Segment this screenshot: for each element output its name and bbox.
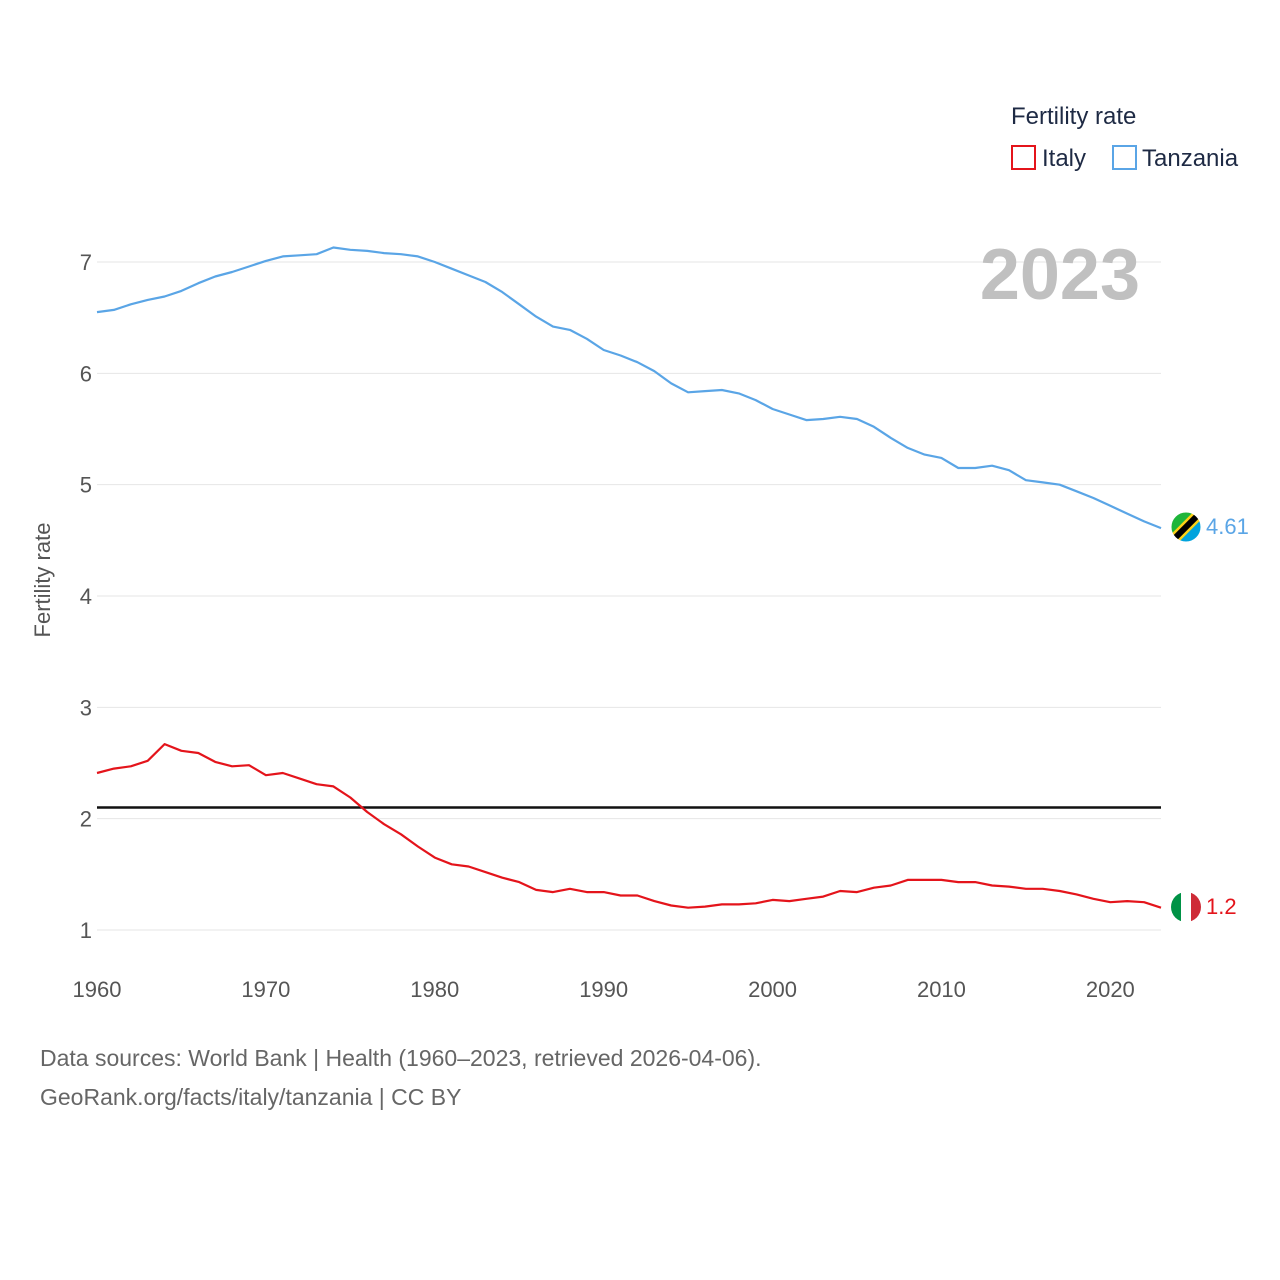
y-tick-label: 5	[80, 473, 92, 498]
y-tick-label: 1	[80, 918, 92, 943]
series-line-italy[interactable]	[96, 742, 1162, 909]
x-tick-label: 2010	[917, 977, 966, 1002]
current-year-label: 2023	[980, 235, 1140, 315]
grid-lines	[97, 261, 1161, 931]
series-line-tanzania[interactable]	[96, 246, 1162, 530]
italy-flag-icon	[1171, 892, 1201, 922]
x-axis-ticks: 1960 1970 1980 1990 2000 2010 2020	[73, 977, 1135, 1002]
footer-link[interactable]: GeoRank.org/facts/italy/tanzania | CC BY	[40, 1084, 462, 1110]
y-tick-label: 3	[80, 695, 92, 720]
y-tick-label: 7	[80, 250, 92, 275]
italy-end-value: 1.2	[1206, 894, 1237, 919]
legend-label-tanzania[interactable]: Tanzania	[1142, 145, 1239, 172]
x-tick-label: 1990	[579, 977, 628, 1002]
x-tick-label: 1980	[410, 977, 459, 1002]
x-tick-label: 1960	[73, 977, 122, 1002]
legend-swatch-italy[interactable]	[1011, 145, 1036, 170]
x-tick-label: 2020	[1086, 977, 1135, 1002]
tanzania-end-value: 4.61	[1206, 514, 1249, 539]
legend-swatch-tanzania[interactable]	[1112, 145, 1137, 170]
y-axis-ticks: 1 2 3 4 5 6 7	[80, 250, 92, 943]
legend: Fertility rate Italy Tanzania	[1011, 103, 1239, 172]
legend-label-italy[interactable]: Italy	[1042, 145, 1086, 172]
y-axis-title: Fertility rate	[30, 523, 55, 638]
y-tick-label: 2	[80, 807, 92, 832]
y-tick-label: 6	[80, 361, 92, 386]
tanzania-flag-icon	[1171, 512, 1201, 542]
x-tick-label: 1970	[241, 977, 290, 1002]
legend-title: Fertility rate	[1011, 103, 1136, 130]
series-lines	[96, 246, 1162, 909]
tanzania-flag-border	[1170, 511, 1202, 543]
footer-sources: Data sources: World Bank | Health (1960–…	[40, 1045, 762, 1071]
x-tick-label: 2000	[748, 977, 797, 1002]
y-tick-label: 4	[80, 584, 92, 609]
